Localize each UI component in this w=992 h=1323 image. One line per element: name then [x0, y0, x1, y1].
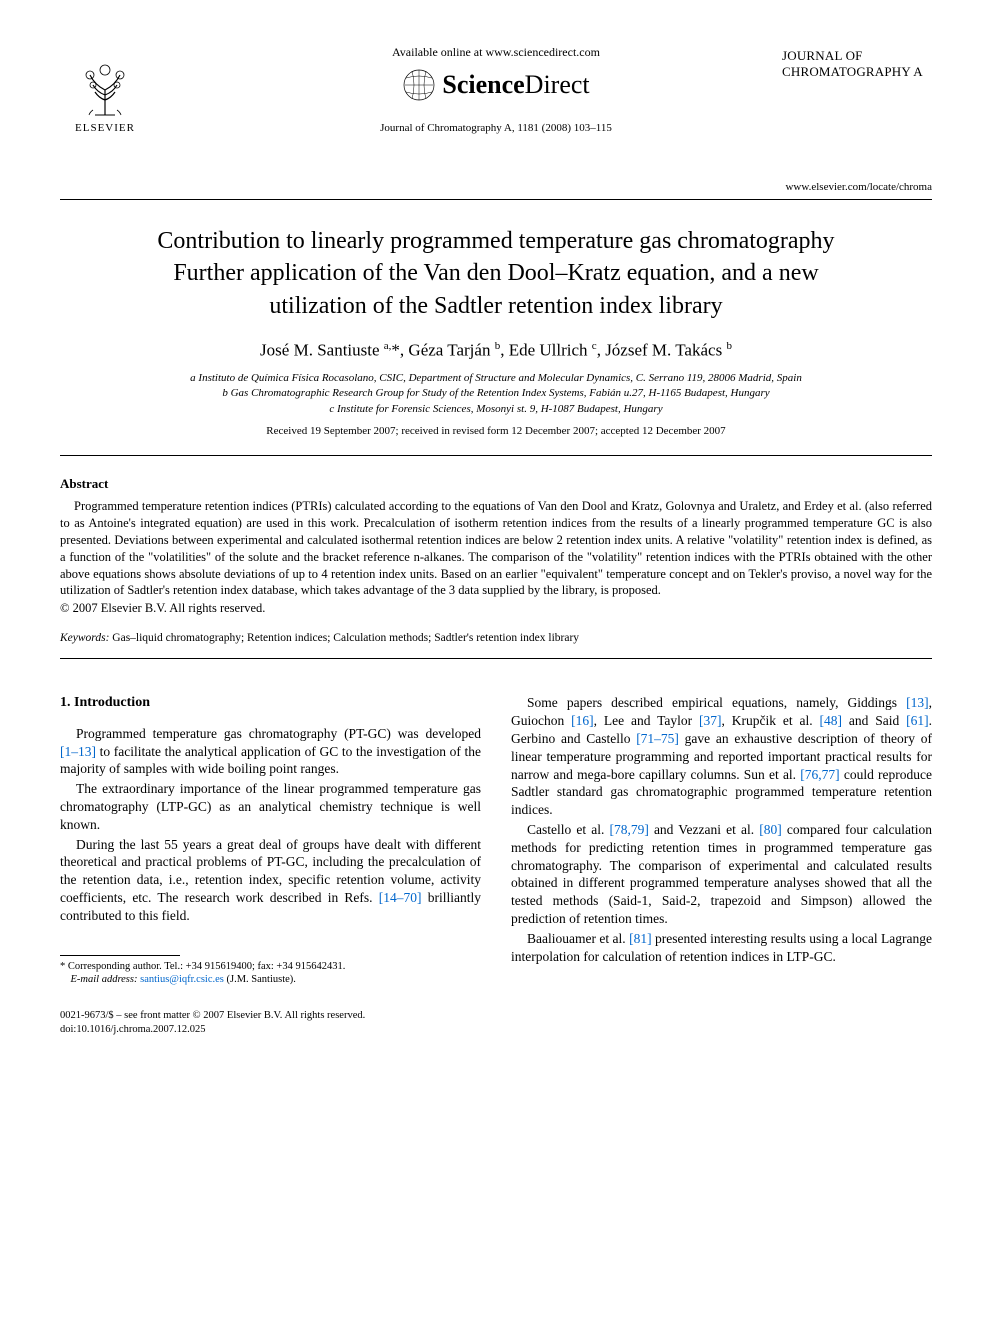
right-para-1: Some papers described empirical equation… — [511, 694, 932, 819]
keywords-line: Keywords: Gas–liquid chromatography; Ret… — [60, 632, 932, 644]
abstract-body: Programmed temperature retention indices… — [60, 498, 932, 599]
elsevier-tree-icon — [75, 50, 135, 120]
journal-name-line2: CHROMATOGRAPHY A — [782, 64, 932, 80]
abstract-copyright: © 2007 Elsevier B.V. All rights reserved… — [60, 601, 932, 616]
journal-url: www.elsevier.com/locate/chroma — [785, 181, 932, 193]
footer-doi: doi:10.1016/j.chroma.2007.12.025 — [60, 1023, 932, 1037]
right-para-3: Baaliouamer et al. [81] presented intere… — [511, 930, 932, 966]
journal-header: ELSEVIER Available online at www.science… — [60, 40, 932, 200]
keywords-label: Keywords: — [60, 632, 109, 644]
footnote-email[interactable]: santius@iqfr.csic.es — [140, 974, 224, 985]
article-title: Contribution to linearly programmed temp… — [90, 225, 902, 322]
sciencedirect-text: ScienceDirect — [442, 70, 589, 100]
right-para-2: Castello et al. [78,79] and Vezzani et a… — [511, 821, 932, 928]
affiliation-b: b Gas Chromatographic Research Group for… — [60, 386, 932, 401]
authors-line: José M. Santiuste a,*, Géza Tarján b, Ed… — [60, 340, 932, 361]
footnote-separator — [60, 955, 180, 956]
abstract-label: Abstract — [60, 476, 932, 492]
elsevier-logo: ELSEVIER — [60, 50, 150, 134]
sciencedirect-logo: ScienceDirect — [296, 68, 696, 102]
body-columns: 1. Introduction Programmed temperature g… — [60, 694, 932, 987]
footnote-email-line: E-mail address: santius@iqfr.csic.es (J.… — [60, 973, 481, 987]
sciencedirect-ball-icon — [402, 68, 436, 102]
affiliation-a: a Instituto de Química Física Rocasolano… — [60, 371, 932, 386]
rule-above-abstract — [60, 455, 932, 456]
article-dates: Received 19 September 2007; received in … — [60, 425, 932, 437]
footnote-corr-line: * Corresponding author. Tel.: +34 915619… — [60, 960, 481, 974]
journal-name-block: JOURNAL OF CHROMATOGRAPHY A — [782, 48, 932, 79]
elsevier-label: ELSEVIER — [60, 122, 150, 134]
affiliations: a Instituto de Química Física Rocasolano… — [60, 371, 932, 417]
abstract-section: Abstract Programmed temperature retentio… — [60, 476, 932, 616]
left-column: 1. Introduction Programmed temperature g… — [60, 694, 481, 987]
footer-copyright: 0021-9673/$ – see front matter © 2007 El… — [60, 1009, 932, 1023]
journal-citation: Journal of Chromatography A, 1181 (2008)… — [296, 122, 696, 134]
available-online-text: Available online at www.sciencedirect.co… — [296, 45, 696, 60]
keywords-text: Gas–liquid chromatography; Retention ind… — [112, 632, 579, 644]
right-column: Some papers described empirical equation… — [511, 694, 932, 987]
intro-heading: 1. Introduction — [60, 694, 481, 712]
affiliation-c: c Institute for Forensic Sciences, Moson… — [60, 402, 932, 417]
corresponding-author-footnote: * Corresponding author. Tel.: +34 915619… — [60, 960, 481, 987]
left-para-2: The extraordinary importance of the line… — [60, 780, 481, 833]
rule-below-keywords — [60, 658, 932, 659]
journal-name-line1: JOURNAL OF — [782, 48, 932, 64]
page-footer: 0021-9673/$ – see front matter © 2007 El… — [60, 1009, 932, 1036]
left-para-3: During the last 55 years a great deal of… — [60, 836, 481, 925]
header-center: Available online at www.sciencedirect.co… — [296, 45, 696, 134]
left-para-1: Programmed temperature gas chromatograph… — [60, 725, 481, 778]
